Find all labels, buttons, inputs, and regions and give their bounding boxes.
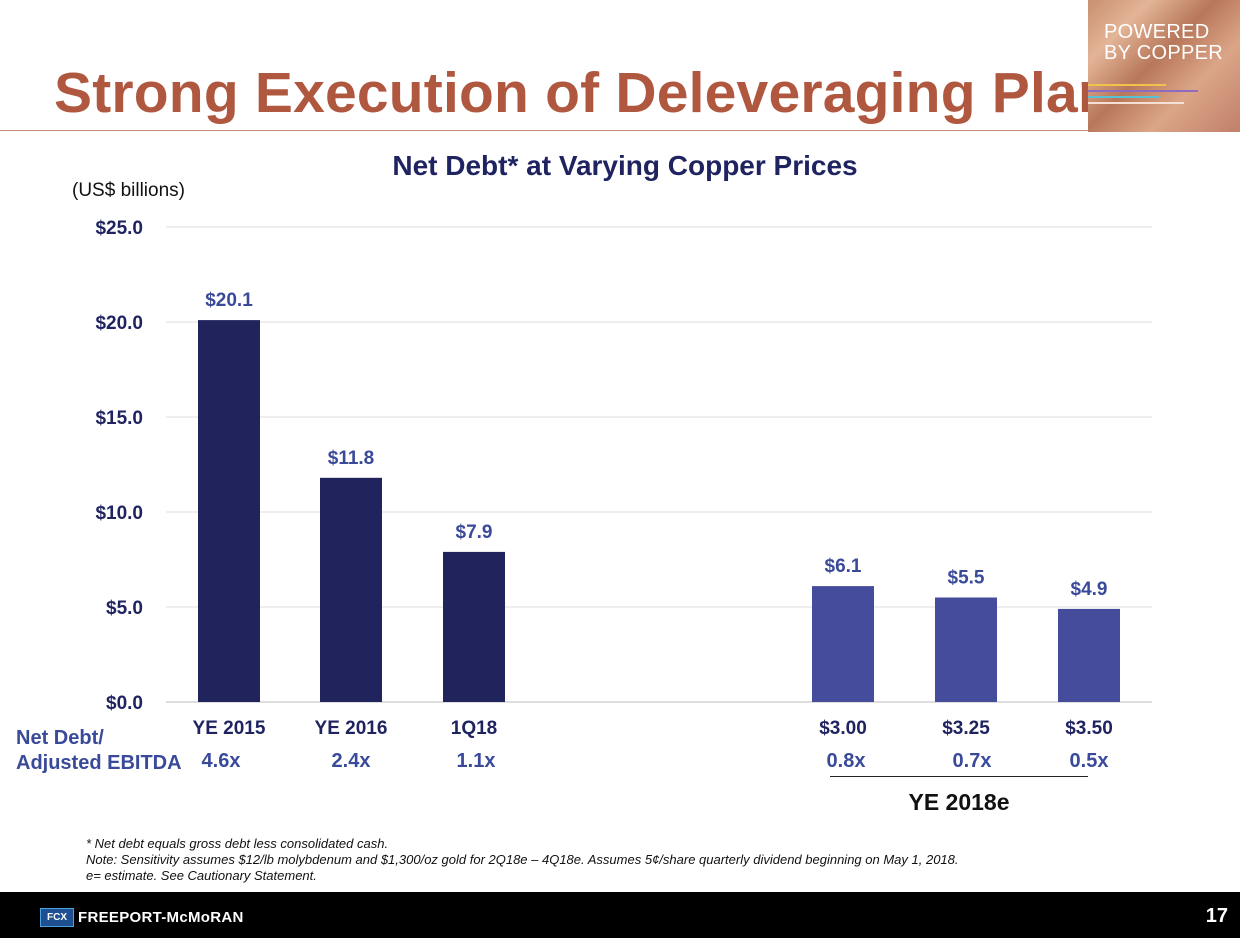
y-tick-label: $0.0 [106, 693, 143, 714]
brand-line-1: POWERED [1104, 21, 1210, 43]
title-divider [0, 130, 1088, 131]
ratio-3-00: 0.8x [826, 750, 866, 772]
y-tick-label: $10.0 [95, 503, 143, 524]
brand-stripe-purple [1088, 90, 1198, 92]
y-tick-label: $25.0 [95, 218, 143, 239]
bar [812, 586, 874, 702]
ye2018e-group-label: YE 2018e [908, 789, 1010, 815]
y-tick-label: $15.0 [95, 408, 143, 429]
slide-title: Strong Execution of Deleveraging Plan [54, 61, 1113, 125]
brand-stripe-cyan [1088, 96, 1160, 98]
x-tick-label: $3.00 [819, 718, 867, 739]
ratio-3-25: 0.7x [952, 750, 992, 772]
bar-value-label: $4.9 [1071, 579, 1108, 600]
ratio-row-label-1: Net Debt/ [16, 727, 104, 749]
bar [320, 477, 382, 702]
x-tick-label: $3.25 [942, 718, 990, 739]
brand-stripe-white [1088, 102, 1184, 104]
y-tick-label: $5.0 [106, 598, 143, 619]
y-tick-label: $20.0 [95, 313, 143, 334]
x-tick-label: 1Q18 [451, 718, 497, 739]
footnote-sensitivity: Note: Sensitivity assumes $12/lb molybde… [86, 852, 959, 867]
bar [935, 597, 997, 702]
footnote-estimate: e= estimate. See Cautionary Statement. [86, 868, 317, 883]
bar-value-label: $11.8 [328, 448, 375, 469]
ratio-ye2015: 4.6x [201, 750, 241, 772]
bar-value-label: $5.5 [948, 568, 985, 589]
brand-text: POWERED BY COPPER [1104, 22, 1234, 64]
bar [443, 551, 505, 702]
bar-value-label: $6.1 [825, 556, 862, 577]
x-tick-label: YE 2016 [315, 718, 388, 739]
bar [198, 320, 260, 702]
chart-title: Net Debt* at Varying Copper Prices [392, 150, 858, 181]
footer-bar: FCX FREEPORT-McMoRAN 17 [0, 892, 1240, 938]
ratio-ye2016: 2.4x [331, 750, 371, 772]
bar-value-label: $20.1 [205, 290, 253, 311]
brand-line-2: BY COPPER [1104, 42, 1224, 64]
powered-by-copper-badge: POWERED BY COPPER [1088, 0, 1240, 132]
ratio-1q18: 1.1x [456, 750, 496, 772]
brand-stripe-gold [1088, 84, 1166, 86]
page-number: 17 [1205, 905, 1228, 927]
chart-unit-label: (US$ billions) [72, 180, 185, 201]
bar-value-label: $7.9 [456, 522, 493, 543]
bar [1058, 608, 1120, 702]
ratio-3-50: 0.5x [1069, 750, 1109, 772]
x-tick-label: YE 2015 [193, 718, 266, 739]
company-logo-icon: FCX [40, 908, 74, 927]
company-name: FREEPORT-McMoRAN [78, 909, 244, 926]
footnote-net-debt: * Net debt equals gross debt less consol… [86, 836, 389, 851]
ye2018e-bracket-line [830, 776, 1088, 777]
ratio-row-label-2: Adjusted EBITDA [16, 752, 182, 774]
x-tick-label: $3.50 [1065, 718, 1113, 739]
